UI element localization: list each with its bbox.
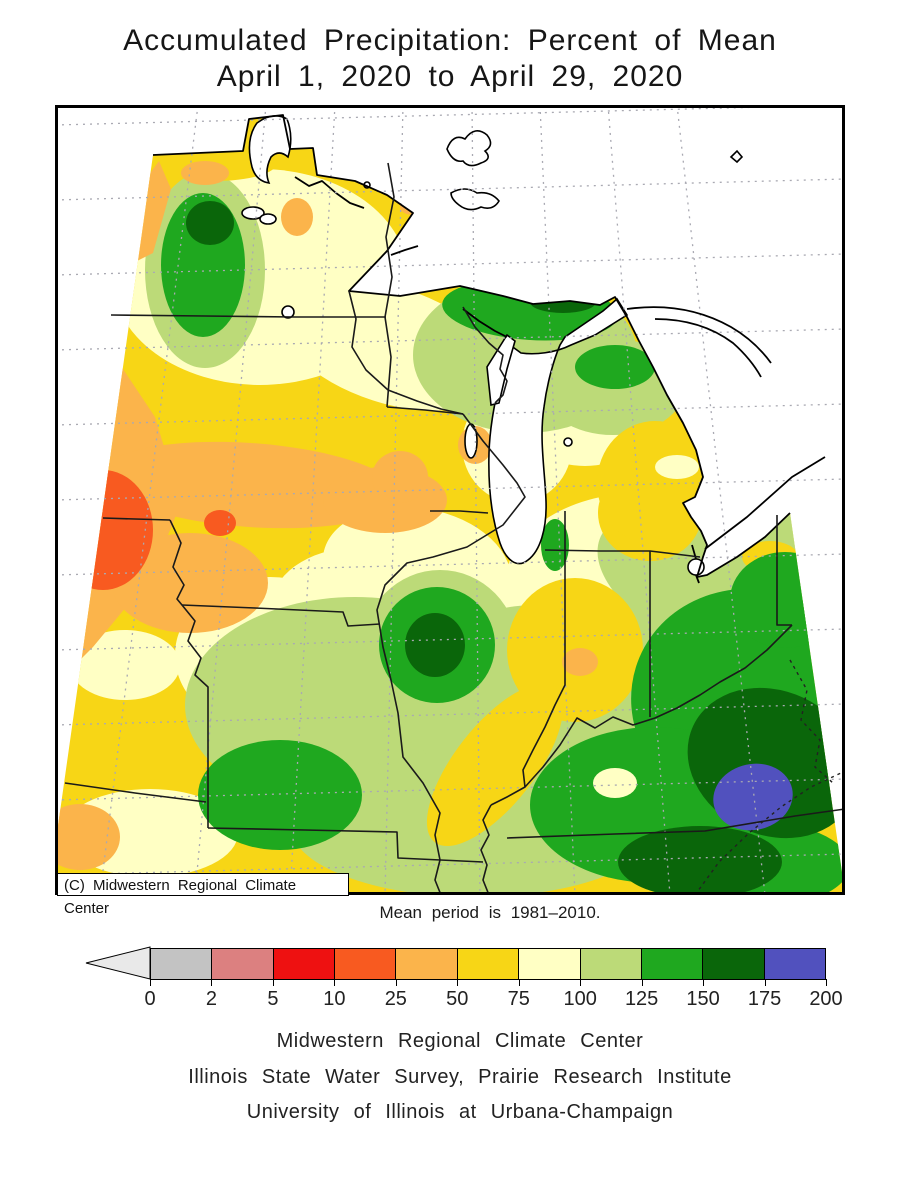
border-mn-ia [386,406,464,415]
red-lake-lower [259,213,277,225]
legend-tick [334,979,336,986]
ontario-shore [626,306,772,378]
page-title: Accumulated Precipitation: Percent of Me… [123,24,777,57]
mean-period-note: Mean period is 1981–2010. [379,903,601,922]
border-oh-pa [776,515,792,626]
footer-university: University of Illinois at Urbana-Champai… [246,1101,674,1123]
footer-org: Midwestern Regional Climate Center [276,1030,644,1052]
legend-tick-label: 10 [323,988,346,1010]
map-frame [55,105,845,895]
legend-tick-label: 175 [747,988,782,1010]
mississippi-river [376,413,526,896]
legend-bar [150,948,826,980]
legend-tick [580,979,582,986]
legend-tick [641,979,643,986]
legend-tick-label: 50 [446,988,469,1010]
legend-segment [272,949,335,979]
legend-tick-label: 2 [205,988,218,1010]
contour-fill-region [55,115,845,895]
border-il-in-wabash [522,511,566,788]
ohio-river [490,624,793,806]
legend-tick [272,979,274,986]
legend-below-range-arrow [85,946,151,980]
legend-tick-label: 100 [563,988,597,1010]
legend-tick [150,979,151,986]
footer-institute: Illinois State Water Survey, Prairie Res… [188,1066,732,1088]
canadian-lakes [446,130,492,167]
missouri-river [169,519,209,828]
legend-segment [702,949,764,979]
legend-tick-label: 25 [384,988,407,1010]
border-sd-ne [102,517,171,521]
mille-lacs [281,305,295,319]
border-wi-il [430,510,489,514]
precipitation-map: (C) Midwestern Regional Climate Center [54,104,846,917]
legend-tick-label: 75 [507,988,530,1010]
legend-tick-label: 150 [686,988,720,1010]
border-mo-ar [207,827,484,863]
legend-tick-label: 5 [267,988,279,1010]
legend-segment [395,949,457,979]
legend-tick [211,979,213,986]
tiny-lake [729,149,744,164]
border-mi-south [544,549,701,558]
border-ky-tn [506,808,846,839]
up-south-shore [462,308,508,338]
border-nd-sd [110,314,386,318]
red-lake [241,206,265,220]
legend-segment [518,949,580,979]
legend-tick-label: 200 [809,988,843,1010]
border-mn-west [384,162,395,408]
houghton-lake [563,437,573,447]
lake-michigan [488,297,629,565]
border-ia-mo [181,604,381,627]
legend-segment [640,949,703,979]
canadian-lakes-2 [450,188,500,211]
legend-tick [826,979,827,986]
rainy-river-chain [294,176,365,209]
lake-erie-north-shore [704,456,826,550]
map-canvas [54,104,846,896]
border-mn-wi [348,290,464,415]
legend-tick [395,979,397,986]
legend-arrow-shape [85,946,151,980]
isle-royale [390,245,419,256]
border-wv-va [789,659,834,784]
legend-tick-label: 125 [624,988,659,1010]
legend-segment [579,949,641,979]
legend-segment [211,949,273,979]
legend-tick [764,979,766,986]
legend-tick [703,979,705,986]
legend-tick-label: 0 [144,988,156,1010]
copyright-badge: (C) Midwestern Regional Climate Center [57,873,349,917]
legend-segment [763,949,825,979]
legend-tick [518,979,520,986]
legend-tick [457,979,459,986]
border-wi-mi [462,306,508,404]
legend-segment [456,949,519,979]
canada-superior-coast [152,114,791,578]
lower-mississippi [480,804,492,896]
coastlines [152,114,826,578]
color-scale-legend: 0 2 5 10 25 50 75 100 125 150 175 200 [0,0,900,1010]
legend-segment [151,949,212,979]
page-subtitle: April 1, 2020 to April 29, 2020 [216,60,684,93]
legend-segment [334,949,396,979]
border-ne-ks [64,782,207,803]
lake-of-the-woods [248,115,292,185]
state-borders [64,162,846,896]
